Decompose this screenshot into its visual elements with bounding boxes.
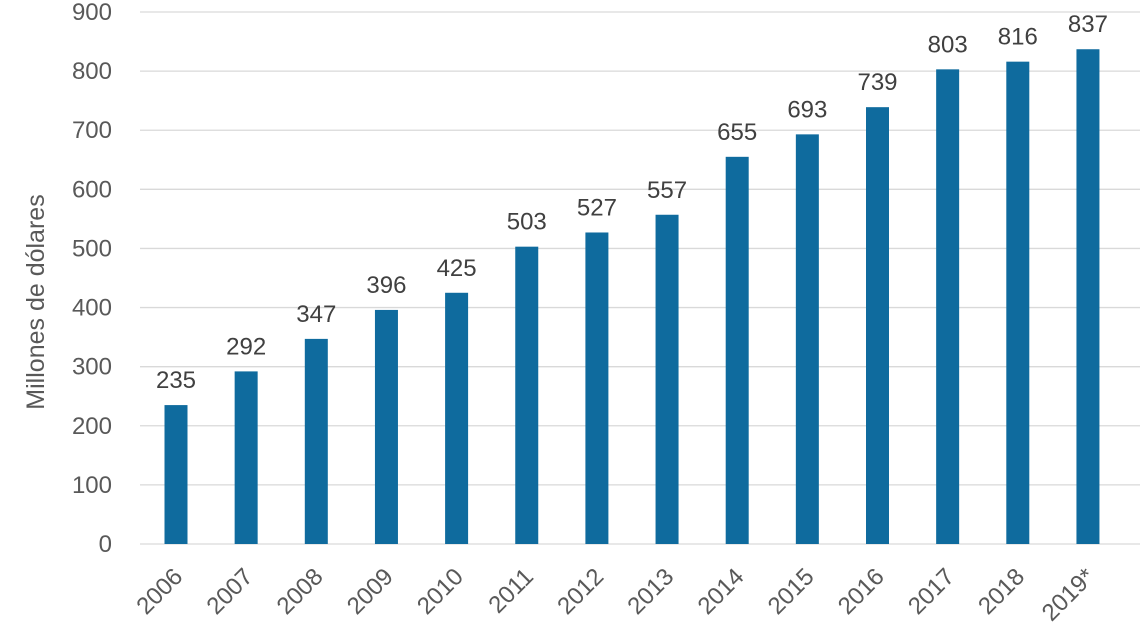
bar (1076, 49, 1100, 545)
bar (234, 371, 258, 544)
x-tick-label: 2019* (1037, 563, 1100, 624)
gridlines (140, 11, 1140, 545)
x-tick-label: 2013 (622, 563, 679, 620)
data-label: 655 (717, 119, 757, 146)
data-label: 527 (577, 194, 617, 221)
data-label: 235 (156, 367, 196, 394)
bar (585, 232, 609, 545)
bar (866, 107, 889, 545)
data-label: 347 (296, 301, 336, 328)
data-label: 693 (787, 96, 827, 123)
x-tick-label: 2009 (342, 563, 399, 620)
data-label: 396 (366, 272, 406, 299)
data-label: 816 (998, 24, 1038, 51)
bar (725, 156, 749, 545)
bar (515, 246, 539, 544)
y-tick-label: 400 (72, 295, 112, 322)
x-tick-label: 2015 (763, 563, 820, 620)
x-tick-label: 2010 (412, 563, 469, 620)
data-label: 503 (507, 209, 547, 236)
y-tick-label: 100 (72, 472, 112, 499)
x-tick-label: 2012 (552, 563, 609, 620)
data-label: 739 (857, 69, 897, 96)
bar (374, 309, 398, 544)
bar (445, 292, 469, 544)
x-tick-label: 2006 (131, 563, 188, 620)
bar (936, 69, 960, 545)
bar (304, 338, 328, 544)
y-axis-tick-labels: 0 100 200 300 400 500 600 700 800 900 (72, 0, 112, 558)
x-axis-tick-labels: 2006 2007 2008 2009 2010 2011 2012 2013 2014 2015… (131, 563, 1100, 624)
x-tick-label: 2011 (483, 563, 539, 619)
y-axis-title: Millones de dólares (22, 194, 50, 409)
x-tick-label: 2018 (973, 563, 1030, 620)
data-label: 803 (928, 31, 968, 58)
y-tick-label: 900 (72, 0, 112, 26)
bar (795, 134, 819, 545)
y-tick-label: 200 (72, 413, 112, 440)
x-tick-label: 2014 (693, 563, 750, 620)
bars (164, 49, 1100, 545)
data-label: 425 (437, 255, 477, 282)
bar (1006, 61, 1030, 545)
data-label: 837 (1068, 11, 1108, 38)
data-label: 557 (647, 177, 687, 204)
y-tick-label: 800 (72, 58, 112, 85)
x-tick-label: 2017 (903, 563, 960, 620)
y-tick-label: 300 (72, 354, 112, 381)
data-labels: 235 292 347 396 425 503 527 557 655 693 739 803 816 8… (156, 11, 1108, 394)
y-tick-label: 500 (72, 235, 112, 262)
x-tick-label: 2008 (272, 563, 329, 620)
bar (655, 214, 679, 545)
x-tick-label: 2007 (202, 563, 259, 620)
y-tick-label: 600 (72, 176, 112, 203)
y-tick-label: 700 (72, 117, 112, 144)
x-tick-label: 2016 (833, 563, 890, 620)
bar (164, 405, 188, 544)
y-tick-label: 0 (99, 531, 112, 558)
data-label: 292 (226, 333, 266, 360)
